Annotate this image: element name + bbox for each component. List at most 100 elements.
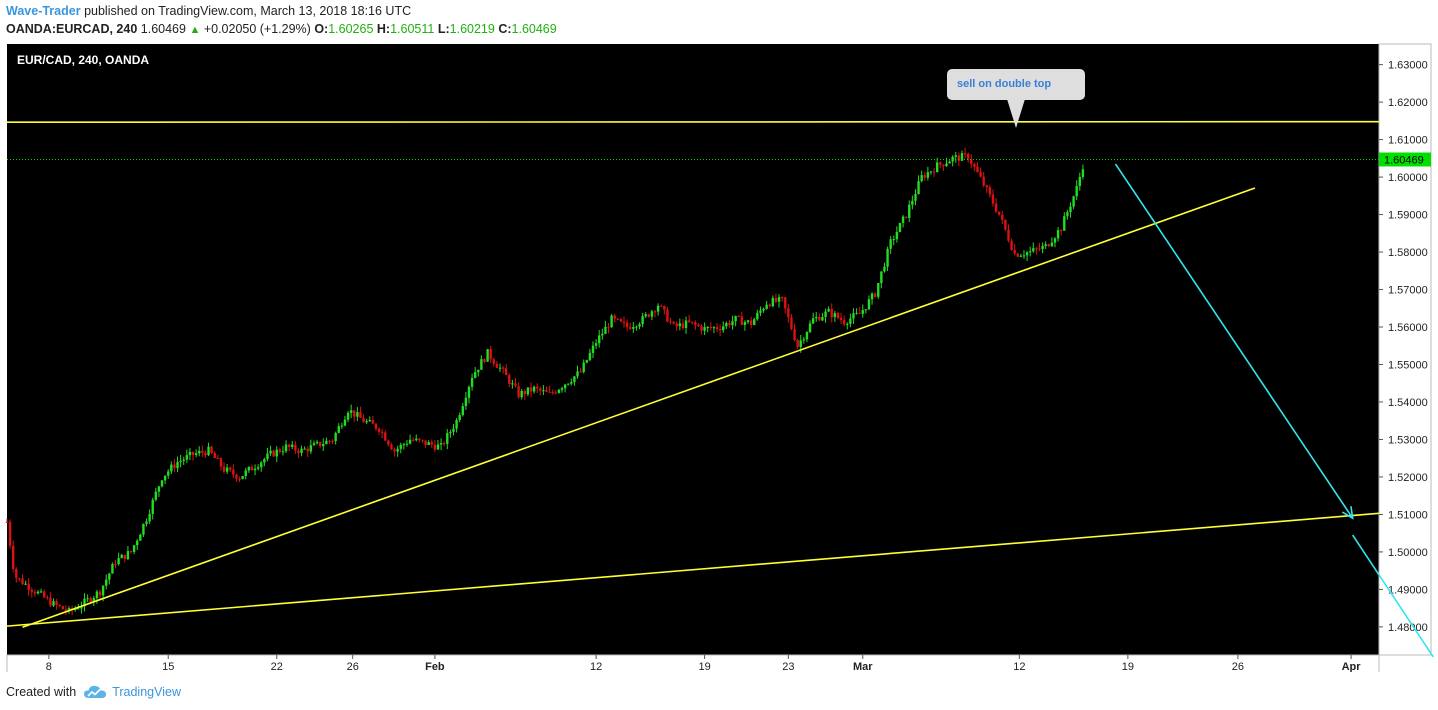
x-tick-label: 12 [1013,661,1025,672]
trendline-resistance [6,120,1380,123]
candle-body [836,313,840,318]
candle-body [39,591,43,593]
candle-body [483,359,486,362]
candle-body [508,375,511,385]
candle-body [393,449,396,452]
arrowhead-icon [1341,506,1354,520]
candle-body [170,464,173,472]
candle-body [1032,248,1035,252]
candle-body [858,312,861,314]
candle-body [796,340,799,347]
candle-body [80,606,83,609]
current-price-label: 1.60469 [1384,154,1424,166]
candle-body [607,326,610,328]
candle-body [722,326,725,331]
candle-body [939,162,942,165]
candle-body [501,367,505,369]
candle-body [182,459,185,461]
candle-body [985,185,988,188]
candle-body [883,266,886,272]
candle-body [160,480,164,487]
candle-body [442,443,446,445]
candle-body [1022,255,1026,257]
price-chart[interactable]: 1.63000 1.62000 1.61000 1.60000 1.59000 1.580… [0,42,1438,672]
candle-body [718,329,722,331]
candle-body [650,311,654,317]
candle-body [824,311,827,318]
candle-body [982,176,985,186]
candle-body [567,383,570,385]
x-tick-label: 26 [1232,661,1244,672]
candle-body [89,598,92,602]
candle-body [1075,186,1078,197]
candle-body [691,321,694,323]
candle-body [399,444,402,449]
candle-body [1044,244,1047,246]
published-text: published on TradingView.com, March 13, … [84,4,412,18]
candle-body [653,311,657,313]
candle-body [808,323,812,333]
candle-body [663,305,666,310]
candle-body [517,386,520,398]
candle-body [120,554,123,559]
plot-area [7,44,1379,655]
candle-body [920,175,923,182]
candle-body [210,446,213,453]
open-value: 1.60265 [328,22,374,36]
candle-body [753,319,756,325]
change-value: +0.02050 (+1.29%) [203,22,311,36]
candle-body [511,383,514,385]
candle-body [8,522,12,546]
candle-body [402,444,406,446]
high-value: 1.60511 [390,22,435,36]
candle-body [191,451,195,455]
candle-body [635,326,638,328]
projection-arrow-line [1351,534,1434,658]
candle-body [486,349,489,362]
candle-body [641,316,644,325]
tradingview-link[interactable]: TradingView [112,685,181,699]
candle-body [452,428,455,432]
candle-body [167,471,170,476]
candle-body [33,591,37,594]
candle-body [1007,229,1010,241]
x-tick-label: 8 [46,661,52,672]
candle-body [244,470,247,477]
y-tick-label: 1.49000 [1388,584,1428,596]
candle-body [154,491,158,500]
candle-body [784,297,787,309]
candle-body [129,551,133,553]
y-tick-label: 1.60000 [1388,172,1428,184]
candle-body [560,388,564,390]
candle-body [117,558,120,565]
x-tick-label: Feb [425,661,445,672]
candle-body [21,578,24,585]
candle-body [1066,212,1069,217]
current-price-tag [1379,152,1431,167]
candle-body [253,468,257,471]
candle-body [535,386,539,389]
candle-body [287,444,291,448]
candle-body [728,323,731,326]
y-tick-label: 1.55000 [1388,359,1428,371]
candle-body [139,534,142,541]
candle-body [281,451,285,453]
candle-body [790,317,793,329]
candle-body [660,305,663,307]
candle-body [973,164,976,167]
author-link[interactable]: Wave-Trader [6,4,81,18]
candle-body [52,601,55,606]
candle-body [1053,238,1057,243]
candle-body [504,368,508,376]
candle-body [573,376,576,383]
candle-body [638,324,641,327]
candle-body [179,460,182,462]
candle-body [12,545,15,569]
candle-body [895,232,899,240]
candle-body [18,578,21,580]
candle-body [579,371,582,373]
candle-body [585,360,589,363]
y-tick-label: 1.62000 [1388,97,1428,109]
y-tick-label: 1.56000 [1388,322,1428,334]
high-label: H: [376,22,391,36]
